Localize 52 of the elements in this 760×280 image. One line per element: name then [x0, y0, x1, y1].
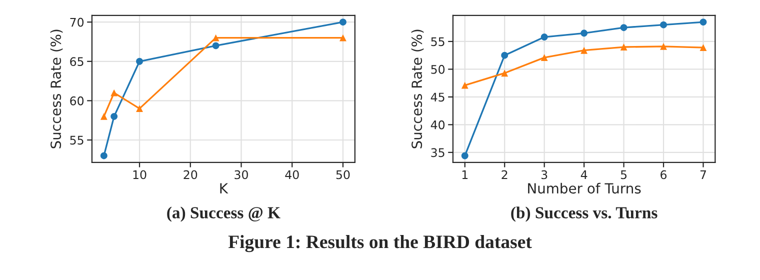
point — [100, 112, 108, 120]
y-tick-label: 55 — [70, 136, 84, 145]
y-tick-label: 55 — [431, 37, 444, 46]
x-tick-label: 40 — [285, 170, 299, 180]
point — [501, 70, 508, 77]
y-tick-label: 50 — [431, 64, 445, 74]
point — [461, 82, 468, 89]
point — [540, 54, 548, 62]
y-axis-title: Success Rate (%) — [50, 30, 63, 148]
x-tick-label: 2 — [502, 170, 508, 180]
point — [100, 152, 108, 160]
y-tick-label: 45 — [430, 92, 444, 102]
x-tick-label: 30 — [234, 170, 248, 180]
x-tick-label: 3 — [541, 170, 548, 180]
y-tick-label: 35 — [431, 148, 444, 158]
point — [700, 44, 707, 52]
x-tick-label: 20 — [184, 170, 198, 180]
x-tick-label: 50 — [336, 170, 350, 180]
point — [110, 89, 118, 96]
x-axis-title: Number of Turns — [528, 182, 641, 194]
point — [580, 30, 588, 37]
point — [620, 44, 628, 50]
y-tick-label: 65 — [70, 57, 84, 66]
y-tick-label: 60 — [70, 96, 84, 106]
y-axis-title: Success Rate (%) — [411, 30, 424, 148]
text: (a) Success @ K — [167, 206, 280, 222]
point — [700, 18, 707, 26]
x-tick-label: 7 — [700, 170, 706, 180]
point — [136, 105, 143, 112]
x-tick-label: 6 — [660, 170, 667, 180]
point — [110, 112, 118, 120]
point — [660, 21, 667, 28]
text: (b) Success vs. Turns — [511, 206, 658, 222]
x-tick-label: 1 — [462, 170, 468, 180]
x-tick-label: 10 — [133, 170, 146, 180]
x-tick-label: 4 — [580, 170, 588, 180]
point — [339, 34, 346, 42]
point — [660, 42, 667, 50]
point — [212, 42, 220, 50]
point — [540, 34, 548, 41]
y-tick-label: 70 — [70, 18, 84, 27]
point — [212, 34, 220, 42]
x-axis-title: K — [220, 183, 228, 194]
point — [501, 52, 508, 59]
point — [136, 58, 143, 65]
point — [339, 18, 346, 26]
point — [461, 152, 468, 160]
y-tick-label: 40 — [430, 120, 445, 130]
caption: Figure 1: Results on the BIRD dataset — [228, 235, 532, 252]
x-tick-label: 5 — [620, 170, 627, 180]
point — [620, 24, 628, 32]
point — [580, 46, 588, 54]
